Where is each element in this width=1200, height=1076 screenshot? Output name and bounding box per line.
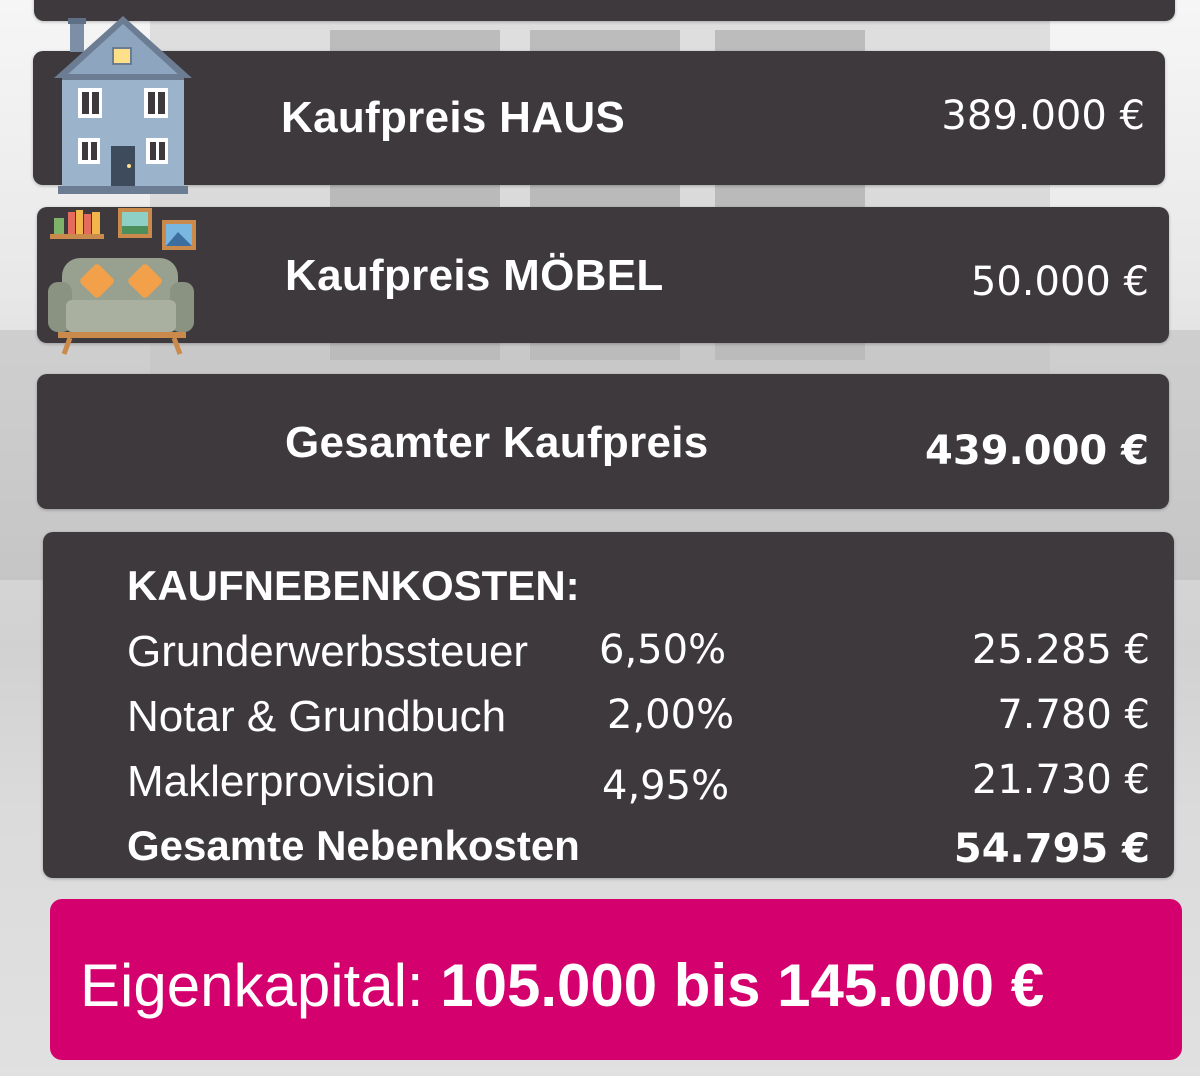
kaufpreis-haus-value: 389.000 € [941,93,1145,139]
kaufpreis-moebel-card: Kaufpreis MÖBEL 50.000 € [37,207,1169,343]
kaufpreis-moebel-label: Kaufpreis MÖBEL [285,251,664,300]
eigenkapital-banner: Eigenkapital: 105.000 bis 145.000 € [50,899,1182,1060]
nebenkosten-amount: 21.730 € [971,757,1150,803]
house-icon [54,16,192,194]
nebenkosten-name: Maklerprovision [127,757,436,806]
nebenkosten-row: Grunderwerbssteuer 6,50% 25.285 € [127,627,1150,685]
top-card [34,0,1175,21]
nebenkosten-name: Notar & Grundbuch [127,692,507,741]
nebenkosten-total-value: 54.795 € [953,826,1150,872]
eigenkapital-text: Eigenkapital: 105.000 bis 145.000 € [80,951,1044,1020]
kaufnebenkosten-card: KAUFNEBENKOSTEN: Grunderwerbssteuer 6,50… [43,532,1174,878]
nebenkosten-amount: 25.285 € [971,627,1150,673]
gesamter-kaufpreis-value: 439.000 € [925,428,1149,474]
nebenkosten-percent: 2,00% [607,692,735,738]
sofa-icon [48,208,196,355]
eigenkapital-label: Eigenkapital: [80,952,424,1019]
gesamter-kaufpreis-label: Gesamter Kaufpreis [285,418,709,467]
kaufnebenkosten-heading: KAUFNEBENKOSTEN: [127,562,580,609]
nebenkosten-name: Grunderwerbssteuer [127,627,529,676]
kaufpreis-haus-label: Kaufpreis HAUS [281,93,626,142]
nebenkosten-row: Maklerprovision 4,95% 21.730 € [127,757,1150,815]
gesamter-kaufpreis-card: Gesamter Kaufpreis 439.000 € [37,374,1169,509]
nebenkosten-amount: 7.780 € [997,692,1150,738]
eigenkapital-value: 105.000 bis 145.000 € [440,952,1045,1019]
nebenkosten-total-label: Gesamte Nebenkosten [127,822,580,869]
nebenkosten-percent: 4,95% [602,763,730,809]
nebenkosten-percent: 6,50% [599,627,727,673]
nebenkosten-row: Notar & Grundbuch 2,00% 7.780 € [127,692,1150,750]
kaufpreis-moebel-value: 50.000 € [970,259,1149,305]
kaufpreis-haus-card: Kaufpreis HAUS 389.000 € [33,51,1165,185]
nebenkosten-total-row: Gesamte Nebenkosten 54.795 € [127,822,1150,880]
